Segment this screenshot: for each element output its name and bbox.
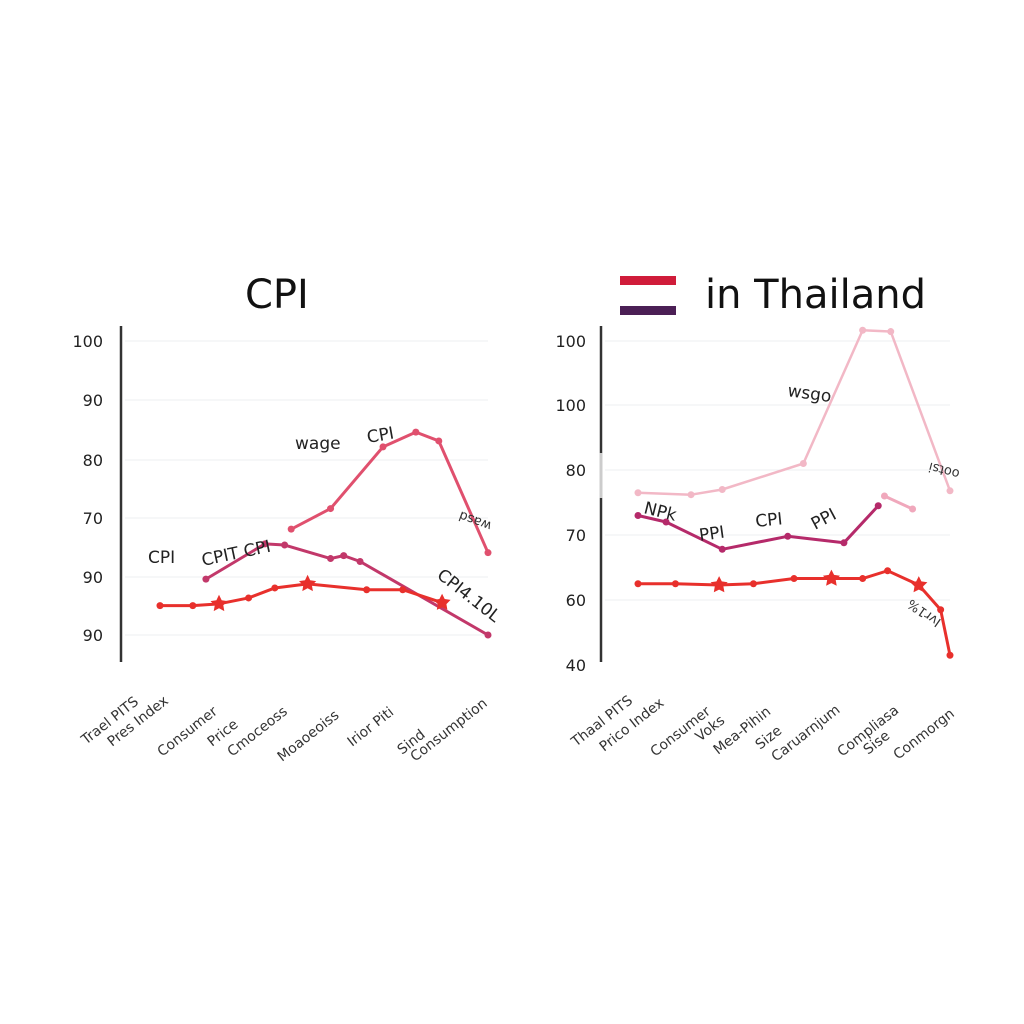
annotation-ppi-2: PPI — [808, 505, 840, 535]
annotation-ivr: Ivr1% — [905, 595, 944, 629]
point-marker — [156, 602, 164, 610]
flag-stripe-bottom — [620, 306, 676, 315]
point-marker — [874, 502, 882, 510]
y-tick-label: 80 — [83, 451, 103, 470]
series-line — [636, 569, 952, 657]
annotation-ppi-1: PPI — [698, 523, 726, 546]
point-marker — [484, 631, 492, 639]
y-tick-label: 60 — [566, 591, 586, 610]
point-marker — [435, 437, 443, 445]
annotation-wage: wage — [295, 434, 341, 454]
series-line — [636, 504, 880, 551]
point-marker — [327, 555, 335, 563]
point-marker — [718, 486, 726, 493]
annotation-cpit-cpi: CPIT CPI — [200, 537, 273, 571]
point-marker — [887, 328, 895, 336]
flag-stripe-middle — [620, 291, 676, 300]
point-marker — [634, 580, 642, 588]
star-marker — [210, 594, 228, 612]
point-marker — [784, 532, 792, 540]
point-marker — [946, 651, 954, 659]
point-marker — [202, 575, 210, 583]
point-marker — [399, 586, 407, 594]
y-tick-label: 90 — [83, 568, 103, 587]
right-gridlines — [605, 340, 950, 601]
left-gridlines — [125, 340, 488, 636]
svg-text:Irior Piti: Irior Piti — [345, 704, 397, 750]
point-marker — [799, 460, 807, 467]
point-marker — [749, 580, 757, 588]
annotation-cpi: CPI — [754, 509, 783, 532]
star-marker — [822, 569, 840, 586]
point-marker — [281, 541, 289, 549]
point-marker — [859, 326, 867, 334]
point-marker — [634, 489, 642, 497]
point-marker — [379, 443, 387, 451]
point-marker — [937, 606, 945, 614]
annotation-npk: NPk — [642, 498, 679, 525]
star-marker — [710, 576, 728, 593]
annotation-ootsi: ootsi — [927, 459, 961, 482]
y-tick-label: 90 — [83, 391, 103, 410]
point-marker — [189, 602, 197, 610]
y-tick-label: 90 — [83, 626, 103, 645]
y-tick-label: 70 — [566, 526, 586, 545]
right-chart-title: in Thailand — [705, 272, 926, 318]
point-marker — [340, 552, 348, 560]
thailand-flag-icon — [620, 276, 676, 316]
annotation-cpi-top: CPI — [365, 424, 395, 448]
point-marker — [634, 512, 642, 519]
point-marker — [884, 567, 892, 575]
left-series-lines — [156, 428, 492, 639]
y-tick-label: 100 — [555, 332, 586, 351]
point-marker — [662, 518, 670, 526]
point-marker — [859, 575, 867, 583]
point-marker — [484, 549, 492, 557]
y-tick-label: 80 — [566, 461, 586, 480]
point-marker — [245, 594, 253, 602]
series-line — [158, 582, 444, 608]
annotation-wsgo: wsgo — [786, 381, 832, 407]
series-line — [289, 430, 490, 555]
point-marker — [790, 575, 798, 583]
y-tick-label: 100 — [555, 396, 586, 415]
annotation-wasd: wasd — [457, 507, 494, 533]
y-tick-label: 70 — [83, 509, 103, 528]
right-x-tick-labels: Thaal PITS Prico Index Consumer Voks Mea… — [568, 693, 958, 766]
left-chart-title: CPI — [245, 272, 309, 318]
point-marker — [327, 505, 335, 513]
point-marker — [363, 586, 371, 594]
left-x-tick-labels: Trael PITS Pres Index Consumer Price Cmo… — [78, 693, 491, 765]
point-marker — [687, 491, 695, 499]
point-marker — [261, 540, 269, 548]
star-marker — [299, 574, 317, 592]
point-marker — [412, 428, 420, 436]
point-marker — [287, 525, 295, 533]
y-tick-label: 100 — [72, 332, 103, 351]
right-series-lines — [634, 326, 954, 659]
star-marker — [910, 576, 928, 593]
point-marker — [671, 580, 679, 588]
annotation-cpi-left: CPI — [148, 548, 175, 568]
point-marker — [909, 505, 917, 513]
series-line — [882, 494, 915, 511]
star-marker — [433, 593, 451, 610]
right-line-chart: 100 100 80 70 60 40 wsgo NPk PPI CPI PPI oots… — [555, 326, 961, 765]
point-marker — [840, 539, 848, 547]
point-marker — [718, 545, 726, 553]
y-tick-label: 40 — [566, 656, 586, 675]
annotation-cpi-tail: CPI4.10L — [433, 565, 504, 627]
point-marker — [271, 584, 279, 592]
right-y-tick-labels: 100 100 80 70 60 40 — [555, 332, 586, 675]
point-marker — [356, 558, 364, 565]
left-line-chart: 100 90 80 70 90 90 CPI CPIT CPI wage CPI wasd… — [72, 326, 504, 765]
flag-stripe-top — [620, 276, 676, 285]
left-y-tick-labels: 100 90 80 70 90 90 — [72, 332, 103, 645]
point-marker — [946, 487, 954, 495]
point-marker — [880, 492, 888, 500]
